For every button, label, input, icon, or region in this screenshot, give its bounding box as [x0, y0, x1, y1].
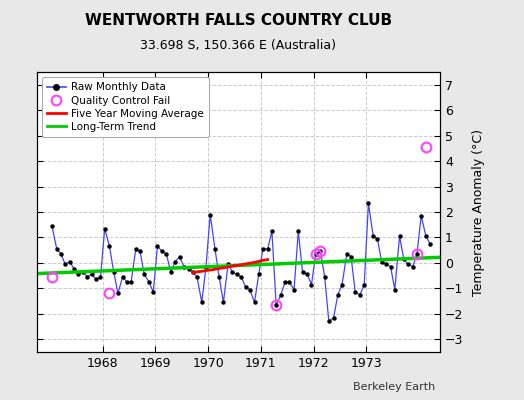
- Legend: Raw Monthly Data, Quality Control Fail, Five Year Moving Average, Long-Term Tren: Raw Monthly Data, Quality Control Fail, …: [42, 77, 209, 137]
- Text: 33.698 S, 150.366 E (Australia): 33.698 S, 150.366 E (Australia): [140, 39, 336, 52]
- Text: Berkeley Earth: Berkeley Earth: [353, 382, 435, 392]
- Text: WENTWORTH FALLS COUNTRY CLUB: WENTWORTH FALLS COUNTRY CLUB: [85, 13, 392, 28]
- Y-axis label: Temperature Anomaly (°C): Temperature Anomaly (°C): [472, 128, 485, 296]
